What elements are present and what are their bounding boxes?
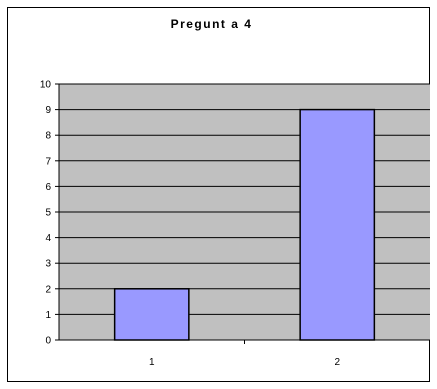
bar-1 [113,288,190,341]
y-tick-label: 10 [40,80,52,91]
x-tick-label: 2 [334,357,340,368]
y-tick-label: 6 [45,182,51,193]
y-tick-label: 1 [45,310,51,321]
chart-title: Pregunt a 4 [170,17,253,31]
y-tick-label: 4 [45,233,51,244]
bar-2 [299,108,376,341]
y-tick-label: 3 [45,259,51,270]
y-tick-label: 9 [45,105,51,116]
y-tick-label: 2 [45,284,51,295]
y-tick-label: 8 [45,131,51,142]
y-tick-labels: 0 1 2 3 4 5 6 7 8 9 10 [40,80,52,347]
bars [113,108,376,341]
axes [55,83,430,344]
y-tick-label: 0 [45,336,51,347]
y-tick-label: 7 [45,156,51,167]
x-tick-label: 1 [149,357,155,368]
y-tick-label: 5 [45,208,51,219]
